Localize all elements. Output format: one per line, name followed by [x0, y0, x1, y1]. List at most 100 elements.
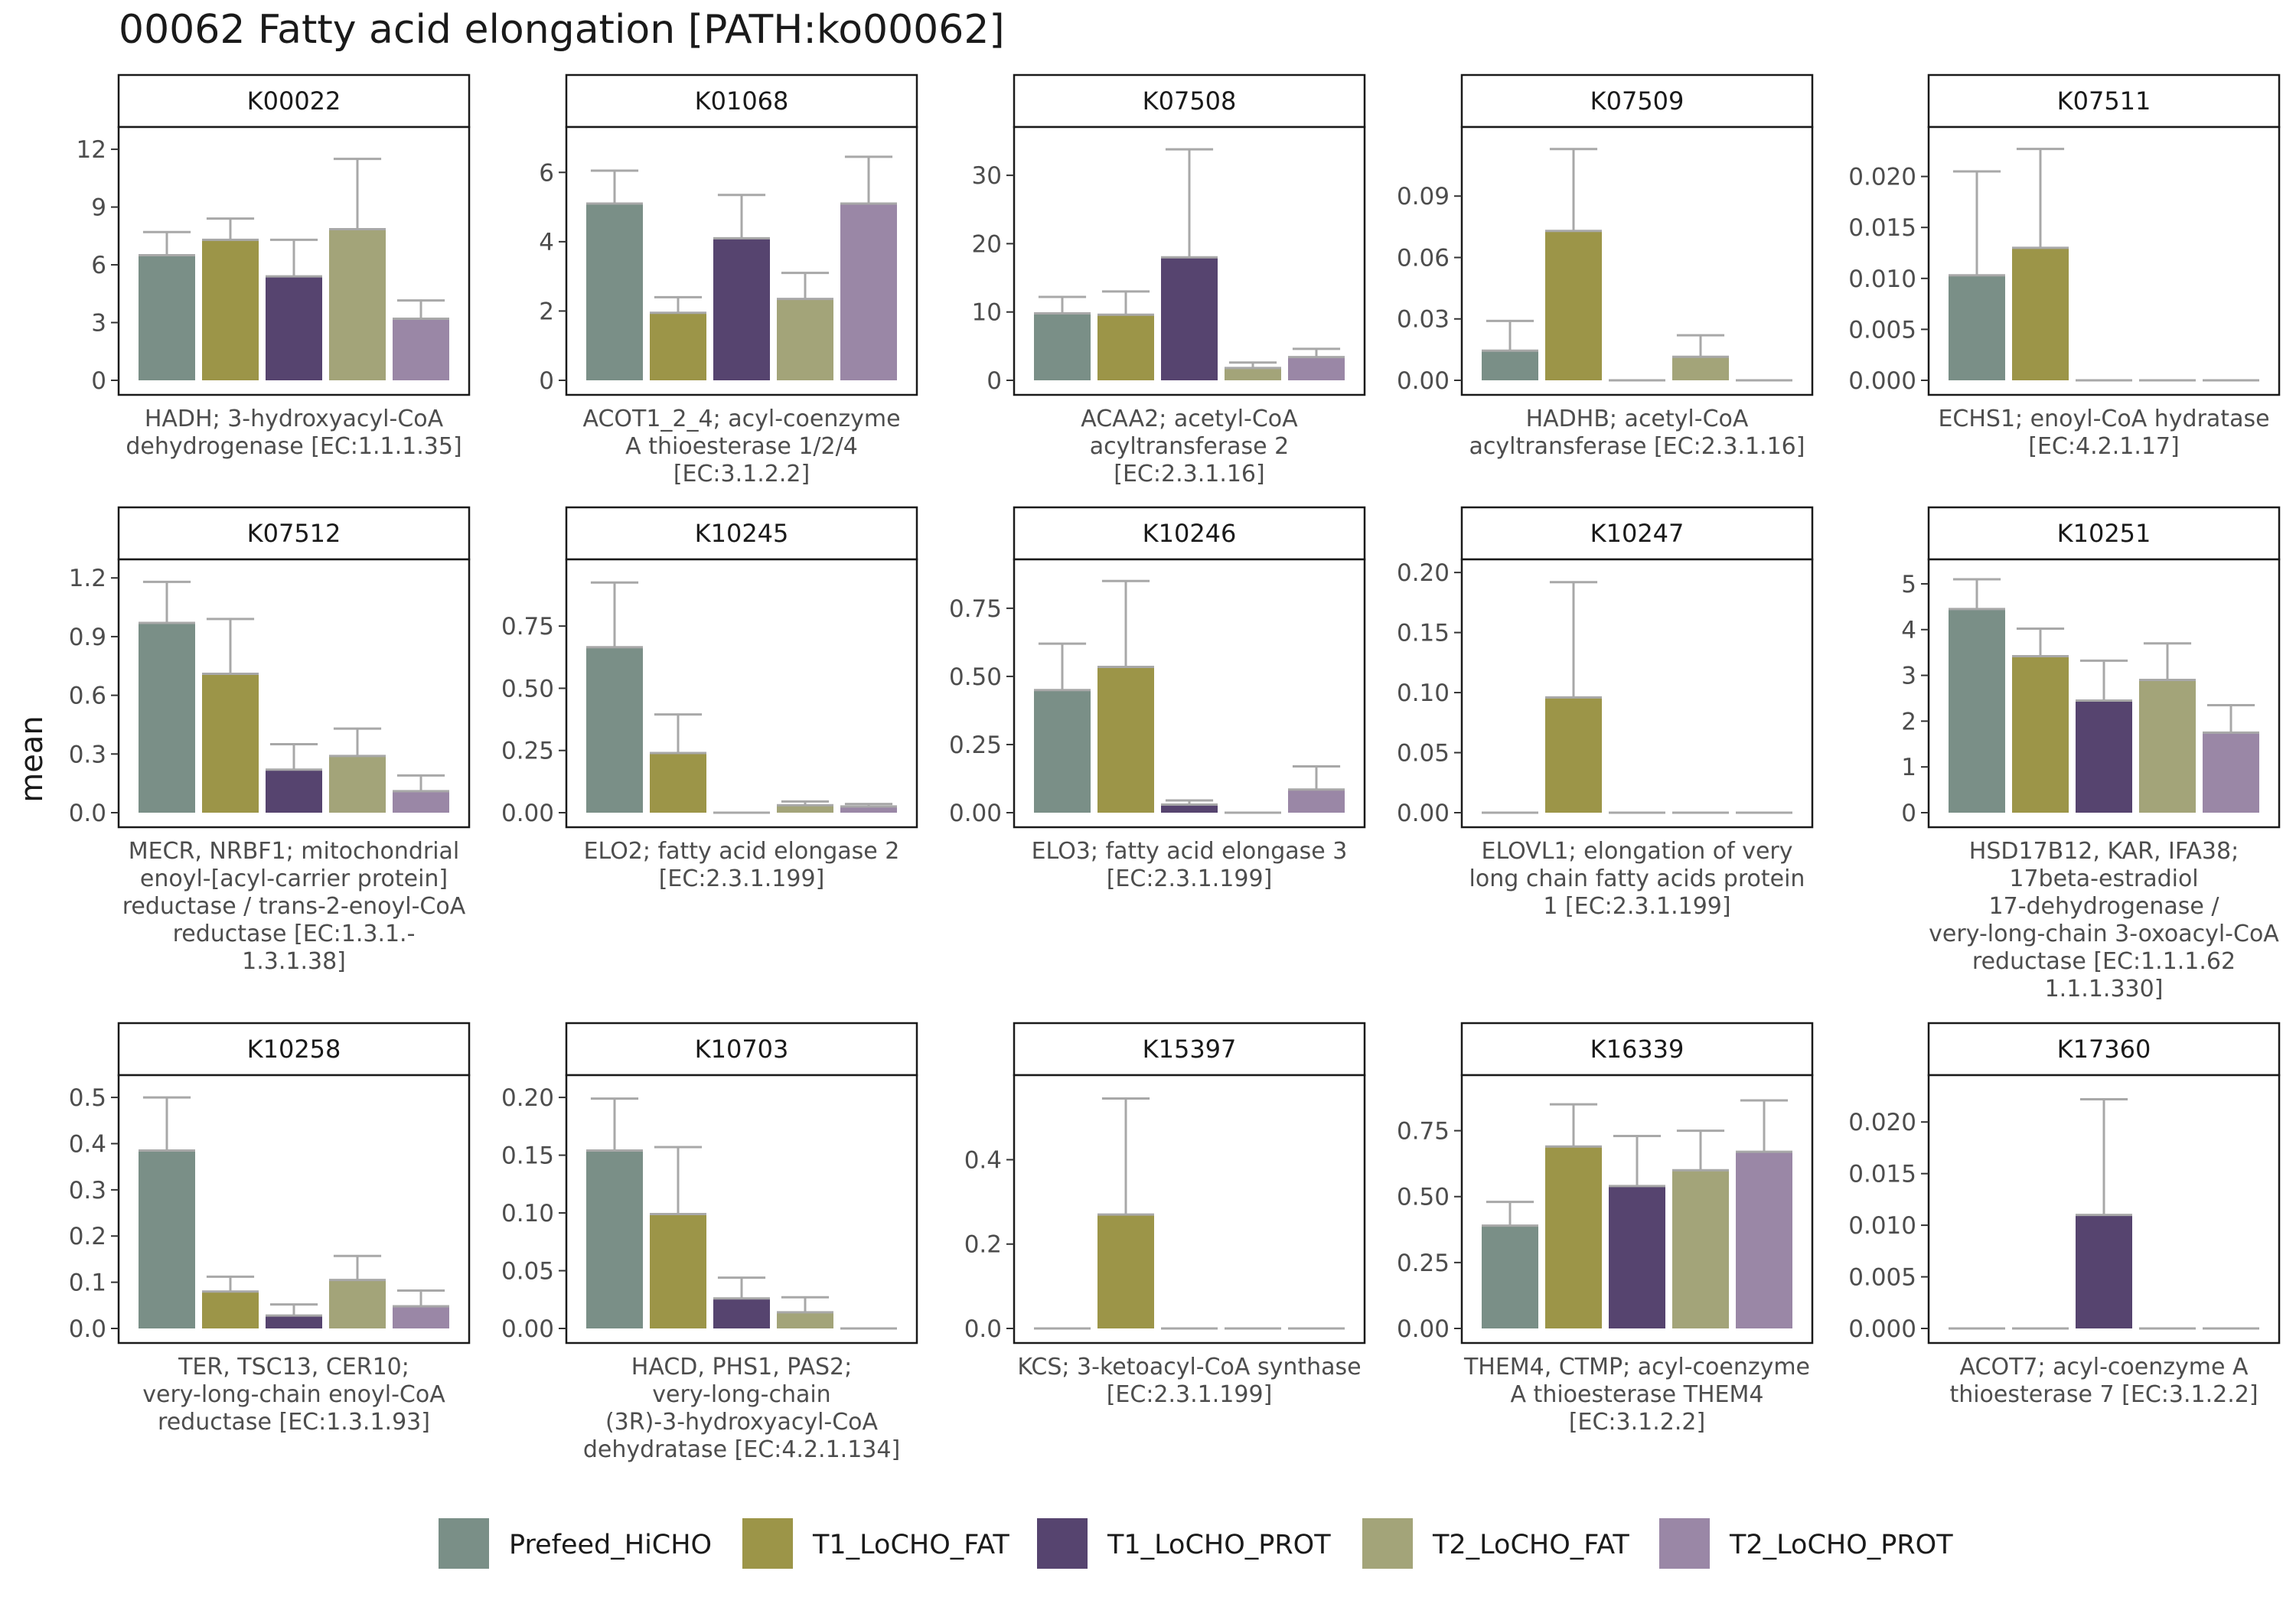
bar-T1_LoCHO_FAT — [202, 1291, 259, 1328]
y-tick-label: 9 — [91, 194, 106, 222]
y-tick-label: 0.3 — [69, 1177, 106, 1204]
bar-Prefeed_HiCHO — [1482, 350, 1538, 380]
y-tick-label: 10 — [972, 299, 1002, 327]
y-tick-label: 0.20 — [1397, 559, 1450, 587]
legend-item-T1_LoCHO_FAT: T1_LoCHO_FAT — [742, 1518, 1009, 1569]
y-tick-label: 0.020 — [1848, 164, 1916, 191]
panel-caption-line: THEM4, CTMP; acyl-coenzyme — [1463, 1354, 1810, 1380]
panel-K10251: K10251 0 1 2 3 4 5 HSD17B12, KAR, IFA38;17beta-… — [1901, 506, 2281, 1002]
bar-Prefeed_HiCHO — [1034, 689, 1091, 813]
legend-swatch — [439, 1518, 489, 1569]
plot-panel — [1013, 1074, 1366, 1345]
panel-caption-line: HSD17B12, KAR, IFA38; — [1969, 838, 2239, 865]
panel-caption-line: ACAA2; acetyl-CoA — [1081, 406, 1298, 432]
bar-T2_LoCHO_PROT — [393, 318, 449, 380]
panel-caption-line: long chain fatty acids protein — [1469, 865, 1805, 892]
bar-T1_LoCHO_FAT — [2012, 247, 2069, 380]
legend-swatch — [1037, 1518, 1088, 1569]
y-tick-label: 0.06 — [1397, 244, 1450, 272]
panel-K07511: K07511 0.000 0.005 0.010 0.015 0.020 ECHS1; en… — [1848, 73, 2281, 460]
panel-caption-line: A thioesterase 1/2/4 — [625, 433, 858, 460]
y-tick-label: 0.0 — [69, 1315, 106, 1343]
panel-K07509: K07509 0.00 0.03 0.06 0.09 HADHB; acetyl-CoAa… — [1397, 73, 1814, 460]
y-tick-label: 0.0 — [69, 800, 106, 827]
legend-item-T1_LoCHO_PROT: T1_LoCHO_PROT — [1037, 1518, 1331, 1569]
y-tick-label: 0.015 — [1848, 214, 1916, 242]
panel-caption-line: [EC:3.1.2.2] — [673, 461, 810, 487]
y-tick-label: 1.2 — [69, 565, 106, 592]
bar-T1_LoCHO_PROT — [266, 276, 322, 380]
panel-caption-line: HACD, PHS1, PAS2; — [631, 1354, 852, 1380]
panel-K15397: K15397 0.0 0.2 0.4 KCS; 3-ketoacyl-CoA synth… — [964, 1022, 1366, 1408]
legend-item-T2_LoCHO_PROT: T2_LoCHO_PROT — [1659, 1518, 1953, 1569]
y-tick-label: 0.000 — [1848, 1315, 1916, 1343]
panel-caption-line: HADH; 3-hydroxyacyl-CoA — [145, 406, 444, 432]
y-tick-label: 0.15 — [501, 1143, 554, 1170]
bar-Prefeed_HiCHO — [1949, 608, 2005, 813]
y-tick-label: 0.75 — [949, 595, 1002, 623]
bar-T2_LoCHO_FAT — [777, 298, 833, 380]
bar-T1_LoCHO_PROT — [1161, 257, 1218, 380]
panel-caption-line: ELO2; fatty acid elongase 2 — [584, 838, 900, 865]
panel-caption-line: reductase [EC:1.3.1.93] — [158, 1409, 430, 1436]
y-tick-label: 0.6 — [69, 683, 106, 710]
facet-strip-label: K10245 — [695, 519, 789, 548]
panel-caption-line: 1 [EC:2.3.1.199] — [1543, 893, 1730, 920]
y-tick-label: 0.25 — [1397, 1250, 1450, 1277]
panel-caption-line: HADHB; acetyl-CoA — [1526, 406, 1749, 432]
facet-strip — [1013, 1022, 1366, 1077]
y-tick-label: 0.50 — [1397, 1184, 1450, 1211]
y-tick-label: 0.4 — [69, 1130, 106, 1158]
y-tick-label: 0 — [539, 367, 554, 395]
panel-K17360: K17360 0.000 0.005 0.010 0.015 0.020 ACOT7; ac… — [1848, 1022, 2281, 1408]
panel-caption-line: ACOT7; acyl-coenzyme A — [1960, 1354, 2249, 1380]
y-tick-label: 3 — [1901, 663, 1916, 690]
bar-Prefeed_HiCHO — [139, 623, 195, 813]
y-axis-label: mean — [15, 715, 50, 802]
facet-strip-label: K10247 — [1590, 519, 1684, 548]
panel-K10258: K10258 0.0 0.1 0.2 0.3 0.4 0.5 TER, TSC13, CER1… — [69, 1022, 471, 1436]
bar-Prefeed_HiCHO — [1034, 313, 1091, 380]
facet-strip-label: K10258 — [247, 1035, 341, 1064]
panel-caption-line: MECR, NRBF1; mitochondrial — [129, 838, 460, 865]
facet-strip-label: K07508 — [1143, 86, 1237, 116]
y-tick-label: 0.05 — [501, 1258, 554, 1286]
y-tick-label: 2 — [539, 298, 554, 325]
facet-strip — [1927, 1022, 2281, 1077]
bar-Prefeed_HiCHO — [586, 1150, 643, 1328]
facet-strip-label: K16339 — [1590, 1035, 1684, 1064]
bar-T2_LoCHO_FAT — [777, 805, 833, 813]
legend-swatch — [742, 1518, 793, 1569]
panel-caption-line: reductase [EC:1.3.1.- — [173, 921, 416, 947]
panel-K16339: K16339 0.00 0.25 0.50 0.75 THEM4, CTMP; acyl-… — [1397, 1022, 1814, 1436]
y-tick-label: 0.2 — [69, 1223, 106, 1250]
panel-caption-line: (3R)-3-hydroxyacyl-CoA — [605, 1409, 879, 1436]
panel-K10245: K10245 0.00 0.25 0.50 0.75 ELO2; fatty acid e… — [501, 506, 918, 892]
y-tick-label: 0.50 — [501, 675, 554, 702]
y-tick-label: 0.005 — [1848, 1264, 1916, 1292]
panel-K10247: K10247 0.00 0.05 0.10 0.15 0.20 ELOVL1; elonga… — [1397, 506, 1814, 920]
legend-label: T2_LoCHO_PROT — [1729, 1530, 1953, 1560]
bar-T2_LoCHO_PROT — [1736, 1152, 1792, 1328]
facet-strip — [1013, 506, 1366, 561]
panel-caption-line: 1.3.1.38] — [242, 948, 346, 975]
panel-K07508: K07508 0 10 20 30 ACAA2; acetyl-CoAacyltransf… — [972, 73, 1366, 487]
y-tick-label: 0.00 — [1397, 1315, 1450, 1343]
y-tick-label: 0.0 — [964, 1315, 1002, 1343]
y-tick-label: 0.50 — [949, 663, 1002, 691]
y-tick-label: 0.00 — [501, 800, 554, 827]
bar-T1_LoCHO_PROT — [266, 1315, 322, 1328]
bar-T1_LoCHO_PROT — [1609, 1185, 1665, 1328]
y-tick-label: 0.25 — [949, 732, 1002, 759]
panel-caption-line: ACOT1_2_4; acyl-coenzyme — [582, 406, 900, 432]
y-tick-label: 0.20 — [501, 1084, 554, 1112]
y-tick-label: 12 — [77, 136, 106, 164]
bar-Prefeed_HiCHO — [586, 204, 643, 380]
bar-T1_LoCHO_FAT — [650, 1214, 706, 1328]
bar-T1_LoCHO_FAT — [650, 312, 706, 380]
y-tick-label: 0.15 — [1397, 620, 1450, 647]
panel-caption-line: ELOVL1; elongation of very — [1482, 838, 1793, 865]
y-tick-label: 0.10 — [501, 1200, 554, 1227]
